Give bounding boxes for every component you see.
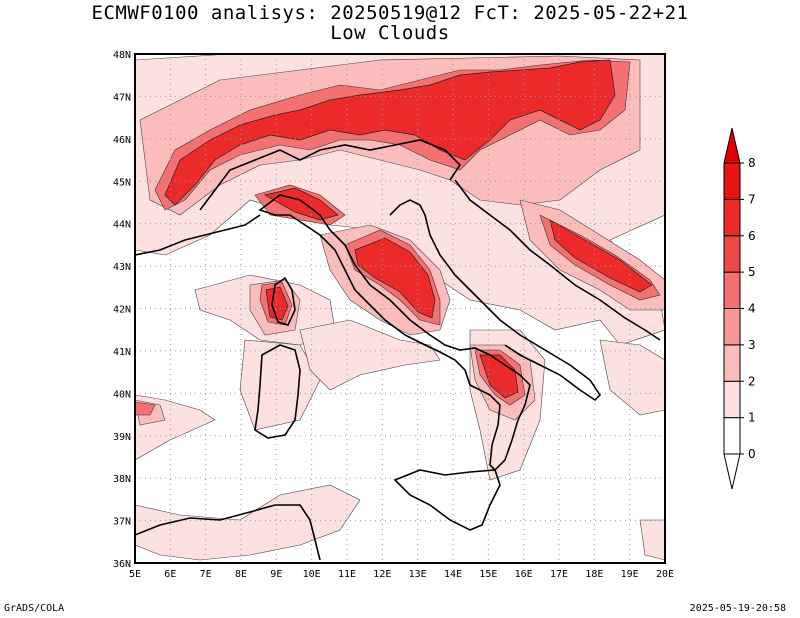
cloud-area xyxy=(299,319,441,391)
lat-tick-label: 36N xyxy=(113,559,131,570)
cloud-area xyxy=(479,354,519,399)
lat-tick-label: 41N xyxy=(113,347,131,358)
chart-title: ECMWF0100 analisys: 20250519@12 FcT: 202… xyxy=(91,2,689,24)
colorbar-segment xyxy=(723,344,741,382)
lat-tick-label: 43N xyxy=(113,262,131,273)
colorbar-tick-label: 2 xyxy=(748,374,756,388)
lat-tick-label: 47N xyxy=(113,92,131,103)
colorbar-segment xyxy=(723,235,741,273)
cloud-area xyxy=(239,339,321,431)
lon-tick-label: 11E xyxy=(338,569,356,580)
lon-tick-label: 6E xyxy=(164,569,176,580)
cloud-area xyxy=(599,339,665,416)
lon-tick-label: 19E xyxy=(621,569,639,580)
lon-tick-label: 7E xyxy=(200,569,212,580)
lon-tick-label: 10E xyxy=(303,569,321,580)
coastline-africa xyxy=(135,504,321,561)
cloud-area xyxy=(135,484,361,561)
colorbar-tick-label: 0 xyxy=(748,447,756,461)
longitude-labels: 5E 6E 7E 8E 9E 10E 11E 12E 13E 14E 15E 16E 17E 18E 19E… xyxy=(129,569,674,580)
coastline-france xyxy=(135,214,261,256)
coastline-adriatic xyxy=(389,199,602,402)
lat-tick-label: 38N xyxy=(113,474,131,485)
coastlines xyxy=(135,139,661,561)
coastline-sardinia xyxy=(254,344,301,439)
lon-tick-label: 20E xyxy=(656,569,674,580)
colorbar-tick-label: 1 xyxy=(748,411,756,425)
colorbar-segment xyxy=(723,271,741,309)
colorbar-segment xyxy=(723,198,741,237)
colorbar-tick-label: 6 xyxy=(748,229,756,243)
lat-tick-label: 48N xyxy=(113,50,131,61)
lat-tick-label: 39N xyxy=(113,432,131,443)
coastline-balkans xyxy=(454,179,661,341)
cloud-area xyxy=(354,237,436,319)
colorbar-tick-label: 4 xyxy=(748,302,756,316)
colorbar: 0 1 2 3 4 5 6 7 8 xyxy=(723,127,756,490)
cloud-area xyxy=(135,401,156,416)
coastline-corsica xyxy=(271,276,296,326)
lon-tick-label: 8E xyxy=(235,569,247,580)
colorbar-segment xyxy=(723,417,741,455)
lon-tick-label: 14E xyxy=(444,569,462,580)
colorbar-tick-label: 5 xyxy=(748,265,756,279)
lat-tick-label: 44N xyxy=(113,220,131,231)
cloud-area xyxy=(639,519,665,561)
border-alps xyxy=(199,139,462,211)
footer-timestamp: 2025-05-19-20:58 xyxy=(689,603,786,614)
cloud-area xyxy=(265,286,289,321)
lon-tick-label: 9E xyxy=(270,569,282,580)
lat-tick-label: 37N xyxy=(113,517,131,528)
lon-tick-label: 15E xyxy=(479,569,497,580)
cloud-field xyxy=(135,54,665,561)
colorbar-segment xyxy=(723,380,741,419)
lon-tick-label: 13E xyxy=(409,569,427,580)
lon-tick-label: 12E xyxy=(373,569,391,580)
colorbar-max-arrow xyxy=(723,127,741,164)
lon-tick-label: 18E xyxy=(585,569,603,580)
colorbar-tick-label: 8 xyxy=(748,156,756,170)
colorbar-tick-label: 3 xyxy=(748,338,756,352)
lat-tick-label: 45N xyxy=(113,177,131,188)
lat-tick-label: 40N xyxy=(113,389,131,400)
colorbar-segment xyxy=(723,162,741,200)
latitude-labels: 48N 47N 46N 45N 44N 43N 42N 41N 40N 39N 38N 37N 36N xyxy=(113,50,131,570)
lon-tick-label: 16E xyxy=(515,569,533,580)
lon-tick-label: 17E xyxy=(550,569,568,580)
map-frame xyxy=(134,53,666,564)
coastline-sicily xyxy=(393,469,501,531)
lat-tick-label: 42N xyxy=(113,305,131,316)
footer-credit: GrADS/COLA xyxy=(4,603,65,614)
lat-tick-label: 46N xyxy=(113,135,131,146)
cloud-area xyxy=(549,219,653,293)
colorbar-min-arrow xyxy=(723,453,741,490)
chart-subtitle: Low Clouds xyxy=(330,22,450,44)
lon-tick-label: 5E xyxy=(129,569,141,580)
colorbar-segment xyxy=(723,308,741,346)
colorbar-tick-label: 7 xyxy=(748,192,756,206)
